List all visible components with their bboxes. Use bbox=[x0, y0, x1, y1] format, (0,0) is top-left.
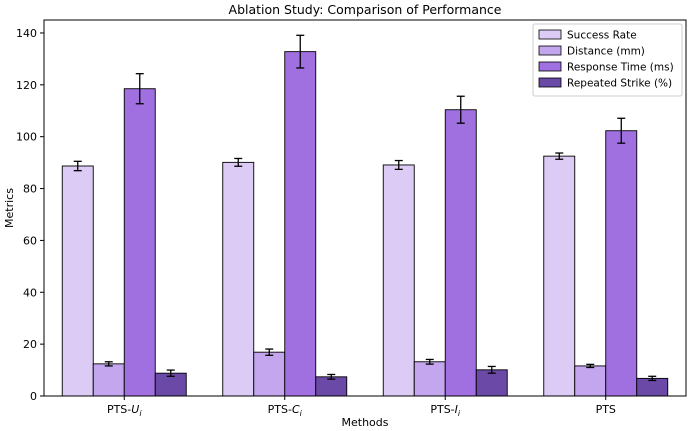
bar-1-3 bbox=[574, 365, 607, 397]
y-axis-title: Metrics bbox=[3, 188, 16, 228]
legend-swatch-1 bbox=[538, 45, 562, 56]
bar-0-2 bbox=[382, 164, 415, 397]
bar-2-0 bbox=[123, 88, 156, 397]
y-tick-label: 80 bbox=[23, 183, 37, 196]
y-tick-label: 140 bbox=[16, 27, 37, 40]
x-tick-label: PTS bbox=[596, 403, 616, 416]
bar-2-1 bbox=[284, 51, 317, 397]
y-tick-label: 120 bbox=[16, 79, 37, 92]
y-tick-label: 60 bbox=[23, 234, 37, 247]
bar-0-1 bbox=[222, 161, 255, 397]
legend-label-0: Success Rate bbox=[567, 30, 637, 42]
bar-2-2 bbox=[444, 109, 477, 397]
chart-title: Ablation Study: Comparison of Performanc… bbox=[229, 2, 502, 17]
legend-swatch-2 bbox=[538, 61, 562, 72]
x-tick-label: PTS-Ui bbox=[107, 403, 142, 418]
bar-1-1 bbox=[253, 351, 286, 397]
legend-swatch-3 bbox=[538, 77, 562, 88]
y-tick-label: 0 bbox=[30, 390, 37, 403]
y-tick-label: 40 bbox=[23, 286, 37, 299]
legend-label-2: Response Time (ms) bbox=[567, 62, 674, 74]
legend-label-1: Distance (mm) bbox=[567, 46, 645, 58]
y-tick-label: 100 bbox=[16, 131, 37, 144]
bar-0-3 bbox=[543, 155, 576, 397]
bar-0-0 bbox=[61, 165, 94, 397]
y-tick-label: 20 bbox=[23, 338, 37, 351]
bar-2-3 bbox=[605, 130, 638, 397]
bar-1-0 bbox=[92, 363, 125, 397]
x-tick-label: PTS-Ii bbox=[430, 403, 461, 418]
x-axis-title: Methods bbox=[342, 416, 389, 429]
legend-label-3: Repeated Strike (%) bbox=[567, 78, 672, 90]
legend-swatch-0 bbox=[538, 29, 562, 40]
x-tick-label: PTS-Ci bbox=[268, 403, 303, 418]
bar-1-2 bbox=[413, 361, 446, 397]
plot-frame bbox=[43, 19, 687, 397]
legend-box bbox=[532, 23, 683, 97]
